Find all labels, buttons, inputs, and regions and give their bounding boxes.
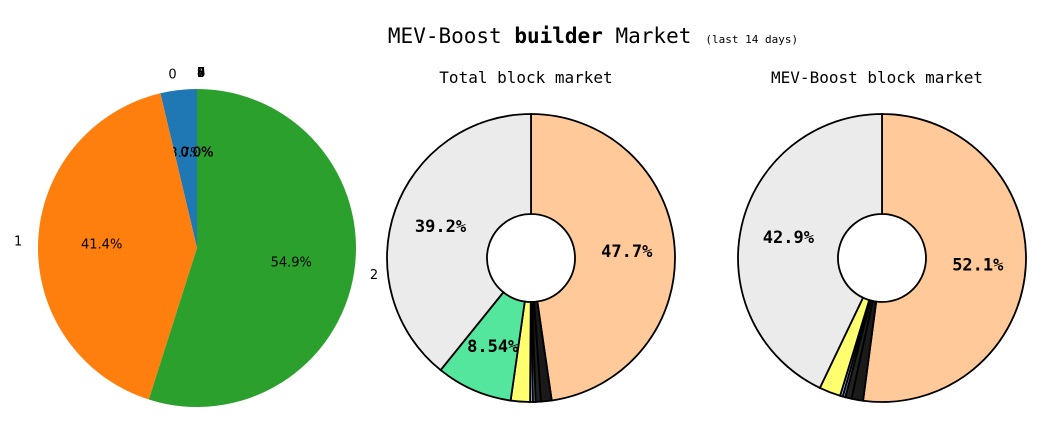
pie-slice-2 xyxy=(148,89,357,407)
builder-pie-chart: 03.7%1 41.4%254.9%30.0%40.0%50.0%60.0%70.… xyxy=(14,66,378,407)
donut-slice-0 xyxy=(530,113,676,402)
title-bold-word: builder xyxy=(514,24,603,48)
pie-slice-label-6: 6 xyxy=(197,66,205,81)
pie-slice-pct-0: 3.7% xyxy=(169,146,202,161)
pie-slice-label-9: 9 xyxy=(197,66,205,81)
pie-slice-pct-4: 0.0% xyxy=(180,146,213,161)
pie-slice-1 xyxy=(37,93,197,400)
donut-slice-7 xyxy=(386,113,532,372)
donut-slice-label-6: 42.9% xyxy=(763,228,815,248)
total-block-market-title: Total block market xyxy=(439,68,612,87)
pie-slice-pct-8: 0.0% xyxy=(180,146,213,161)
pie-slice-label-2: 2 xyxy=(370,268,378,283)
pie-slice-pct-2: 54.9% xyxy=(271,256,312,271)
pie-slice-0 xyxy=(160,89,197,248)
figure-title: MEV-Boost builder Market (last 14 days) xyxy=(388,24,798,48)
mev-boost-block-market-title: MEV-Boost block market xyxy=(771,68,983,87)
donut-slice-label-7: 39.2% xyxy=(415,217,467,237)
donut-slice-6 xyxy=(439,290,526,402)
donut-slice-label-0: 52.1% xyxy=(952,255,1004,275)
pie-slice-pct-1: 41.4% xyxy=(81,237,122,252)
total-block-market-donut: Total block market 47.7% 8.54% 39.2% xyxy=(386,68,676,403)
pie-slice-pct-6: 0.0% xyxy=(180,146,213,161)
pie-slice-pct-9: 0.0% xyxy=(180,146,213,161)
pie-slice-pct-3: 0.0% xyxy=(180,146,213,161)
mev-boost-block-market-donut: MEV-Boost block market 52.1% 42.9% xyxy=(737,68,1027,403)
pie-slice-label-8: 8 xyxy=(197,66,205,81)
donut-slice-0 xyxy=(862,113,1027,403)
pie-slice-pct-7: 0.0% xyxy=(180,146,213,161)
title-suffix: Market xyxy=(603,24,692,48)
pie-slice-label-7: 7 xyxy=(197,66,205,81)
pie-slice-pct-5: 0.0% xyxy=(180,146,213,161)
donut-slice-6 xyxy=(737,113,883,390)
pie-slice-label-1: 1 xyxy=(14,234,22,249)
title-note: (last 14 days) xyxy=(705,33,798,46)
donut-slice-label-0: 47.7% xyxy=(601,242,653,262)
pie-slice-label-4: 4 xyxy=(197,66,205,81)
title-prefix: MEV-Boost xyxy=(388,24,514,48)
donut-slice-label-6: 8.54% xyxy=(467,337,519,357)
pie-slice-label-3: 3 xyxy=(197,66,205,81)
pie-slice-label-5: 5 xyxy=(197,66,205,81)
pie-slice-label-0: 0 xyxy=(168,67,176,82)
